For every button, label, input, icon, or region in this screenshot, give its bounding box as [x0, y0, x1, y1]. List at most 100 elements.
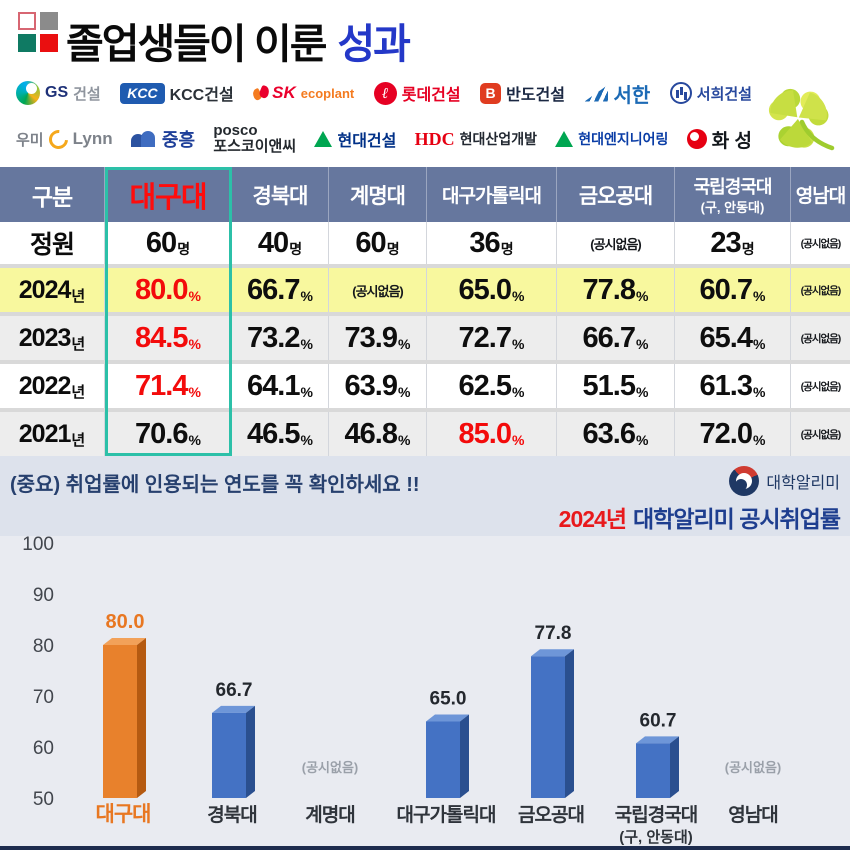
cell-kumoh-2023: 66.7%: [557, 316, 675, 360]
bar-top-andong: [636, 736, 679, 744]
sponsor-hdc-hyundai-development: HDC 현대산업개발: [415, 129, 537, 150]
cell-andong-2022: 61.3%: [675, 364, 791, 408]
column-header-kyungpook: 경북대: [232, 167, 329, 222]
column-header-dcu: 대구가톨릭대: [427, 167, 557, 222]
cell-kyungpook-2022: 64.1%: [232, 364, 329, 408]
gs-swirl-icon: [16, 81, 40, 105]
sponsor-text: GS: [45, 84, 69, 101]
sponsor-text: 중흥: [161, 130, 196, 150]
kcc-box-icon: KCC: [120, 82, 165, 104]
cell-dcu-정원: 36 명: [427, 222, 557, 264]
cell-daegu-2023: 84.5%: [105, 316, 232, 360]
cell-keimyung-2023: 73.9%: [329, 316, 427, 360]
hwasung-swirl-icon: [686, 129, 707, 149]
warning-note: (중요) 취업률에 인용되는 연도를 꼭 확인하세요 !!: [10, 474, 420, 496]
sponsor-text: Lynn: [72, 129, 113, 148]
cell-kyungpook-2021: 46.5%: [232, 412, 329, 456]
bar-chart-canvas: 100 90 80 70 60 50 80.0 대구대 66.7 경북대 (공시없음) 계명대 65.0…: [22, 536, 782, 846]
cell-andong-정원: 23 명: [675, 222, 791, 264]
sponsor-lotte-construction: ℓ 롯데건설: [373, 81, 461, 105]
y-axis-tick-50: 50: [33, 789, 54, 810]
sponsor-text: 포스코이앤씨: [213, 138, 297, 155]
seohee-building-icon: [669, 82, 692, 104]
table-row-2021: 2021 년 70.6% 46.5% 46.8% 85.0% 63.6% 72.0% (공시없음…: [0, 412, 850, 456]
bar-top-kumoh: [531, 649, 574, 657]
logo-square-outline: [18, 12, 36, 30]
sponsor-text: KCC건설: [169, 87, 234, 104]
source-logo-label: 대학알리미: [766, 475, 840, 492]
sponsor-hyundai-construction: 현대건설: [314, 127, 396, 151]
cell-dcu-2021: 85.0%: [427, 412, 557, 456]
sponsor-text: 화 성: [711, 130, 752, 152]
cell-dcu-2023: 72.7%: [427, 316, 557, 360]
x-axis-label-daegu: 대구대: [96, 803, 151, 826]
row-label-2024: 2024 년: [0, 268, 105, 312]
sponsor-hwasung: 화 성: [686, 126, 752, 153]
sponsor-jungheung: 중흥: [130, 126, 196, 152]
sponsor-logos-section: GS 건설 KCC KCC건설 SK ecoplant ℓ 롯데건설 B 반도건설 서한 서희건설 우…: [0, 68, 850, 167]
chart-title: 2024년 대학알리미 공시취업률: [558, 500, 841, 534]
row-label-2021: 2021 년: [0, 412, 105, 456]
bar-value-andong: 60.7: [640, 710, 677, 731]
sponsor-row-2: 우미 Lynn 중흥 posco 포스코이앤씨 현대건설 HDC 현대산업개발 현대엔지니어링 화…: [0, 116, 752, 162]
cell-keimyung-정원: 60 명: [329, 222, 427, 264]
masthead: 졸업생들이 이룬 성과: [0, 0, 850, 68]
row-label-2022: 2022 년: [0, 364, 105, 408]
sponsor-text: posco: [213, 121, 258, 139]
x-axis-sublabel-andong: (구, 안동대): [619, 828, 693, 846]
hyundai-triangle-icon: [314, 131, 333, 147]
source-logo: 대학알리미: [729, 466, 840, 496]
column-header-andong: 국립경국대 (구, 안동대): [675, 167, 791, 222]
sponsor-text: HDC: [414, 128, 455, 149]
bar-kumoh: [531, 656, 565, 798]
y-axis-tick-100: 100: [22, 536, 54, 555]
cell-kyungpook-2024: 66.7%: [232, 268, 329, 312]
table-row-정원: 정원 60 명 40 명 60 명 36 명 (공시없음) 23 명 (공시없음): [0, 222, 850, 264]
notice-band: (중요) 취업률에 인용되는 연도를 꼭 확인하세요 !! 대학알리미 2024…: [0, 456, 850, 536]
cell-yeungnam-정원: (공시없음): [800, 237, 842, 250]
bar-top-kyungpook: [212, 705, 255, 713]
cell-keimyung-2024: (공시없음): [329, 268, 427, 312]
sponsor-woomi-lynn: 우미 Lynn: [16, 125, 113, 153]
page-title-accent: 성과: [337, 21, 410, 67]
cell-andong-2021: 72.0%: [675, 412, 791, 456]
sponsor-hyundai-engineering: 현대엔지니어링: [555, 129, 668, 149]
cell-daegu-정원: 60 명: [105, 222, 232, 264]
no-data-label-yeungnam: (공시없음): [725, 760, 782, 775]
academyinfo-logo-icon: [729, 466, 760, 496]
y-axis-tick-60: 60: [33, 738, 54, 759]
sponsor-text: 건설: [73, 85, 101, 103]
logo-square-teal: [18, 34, 36, 52]
sponsor-text: 서희건설: [696, 85, 752, 103]
cell-yeungnam-2024: (공시없음): [800, 284, 842, 297]
sponsor-posco-enc: posco 포스코이앤씨: [213, 121, 297, 156]
x-axis-label-andong: 국립경국대: [615, 804, 697, 826]
sponsor-text: 반도건설: [506, 87, 565, 104]
cell-keimyung-2021: 46.8%: [329, 412, 427, 456]
sponsor-text: SK: [272, 83, 296, 102]
x-axis-label-kumoh: 금오공대: [518, 804, 584, 826]
bar-value-kyungpook: 66.7: [216, 680, 253, 701]
chart-title-year: 2024년: [558, 506, 627, 532]
table-row-2022: 2022 년 71.4% 64.1% 63.9% 62.5% 51.5% 61.3% (공시없음…: [0, 364, 850, 408]
cell-andong-2024: 60.7%: [675, 268, 791, 312]
bar-dcu: [426, 721, 460, 798]
table-row-2023: 2023 년 84.5% 73.2% 73.9% 72.7% 66.7% 65.4% (공시없음…: [0, 316, 850, 360]
sponsor-seohee-construction: 서희건설: [669, 82, 752, 104]
no-data-label-keimyung: (공시없음): [302, 760, 359, 775]
cell-yeungnam-2022: (공시없음): [800, 380, 842, 393]
lotte-circle-icon: ℓ: [373, 81, 397, 105]
y-axis-tick-80: 80: [33, 636, 54, 657]
bar-side-kyungpook: [246, 705, 255, 798]
clover-image: [768, 88, 835, 151]
cell-kyungpook-정원: 40 명: [232, 222, 329, 264]
cell-andong-2023: 65.4%: [675, 316, 791, 360]
logo-square-gray: [40, 12, 58, 30]
cell-yeungnam-2021: (공시없음): [800, 428, 842, 441]
cell-daegu-2024: 80.0%: [105, 268, 232, 312]
column-header-kumoh: 금오공대: [557, 167, 675, 222]
bar-daegu: [103, 645, 137, 798]
table-row-2024: 2024 년 80.0% 66.7% (공시없음) 65.0% 77.8% 60.7% (공시없…: [0, 268, 850, 312]
bar-top-dcu: [426, 714, 469, 722]
